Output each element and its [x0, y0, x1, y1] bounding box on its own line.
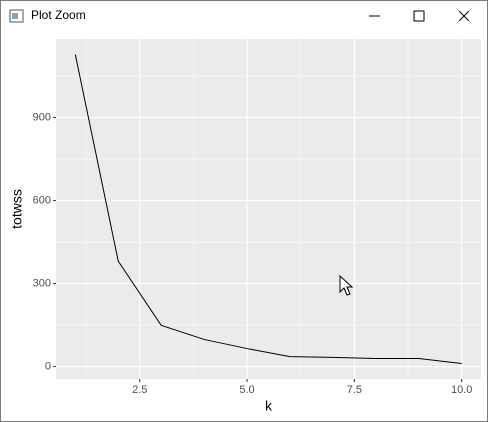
y-tick-label: 0	[45, 360, 51, 372]
title-bar	[1, 1, 487, 31]
line	[74, 54, 462, 365]
plot: 2.5 5.0 7.5 10.0 0 300 600 900 k totwss	[9, 39, 481, 414]
y-tick-label: 600	[33, 194, 51, 206]
y-tick-label: 900	[33, 111, 51, 123]
y-tick-label: 300	[33, 277, 51, 289]
x-axis-title: k	[265, 398, 273, 414]
close-button[interactable]	[458, 10, 470, 22]
window-title: Plot Zoom	[31, 8, 86, 22]
app-icon	[9, 9, 24, 23]
x-tick-label: 10.0	[451, 384, 472, 396]
x-tick-label: 2.5	[132, 384, 147, 396]
maximize-button[interactable]	[413, 10, 425, 22]
x-tick-label: 7.5	[347, 384, 362, 396]
panel	[56, 39, 481, 379]
mouse-cursor	[339, 274, 354, 296]
y-axis-title: totwss	[9, 189, 25, 229]
x-tick-label: 5.0	[239, 384, 254, 396]
